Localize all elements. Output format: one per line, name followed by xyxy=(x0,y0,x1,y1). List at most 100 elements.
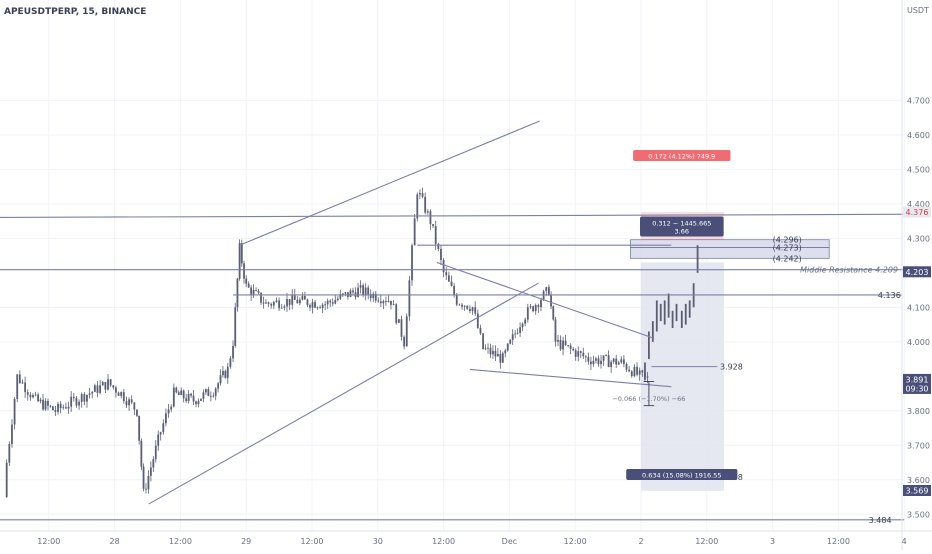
candle-body xyxy=(440,248,442,261)
trend-line xyxy=(436,261,655,339)
x-tick-label: 12:00 xyxy=(827,537,850,546)
middle-resistance-label: Middle Resistance 4.209 xyxy=(800,266,898,275)
candle-body xyxy=(663,300,666,325)
resistance-band-label: (4.296) xyxy=(773,236,802,245)
candle-body xyxy=(584,356,587,358)
y-tick-label: 4.100 xyxy=(907,303,930,312)
candle-body xyxy=(147,475,150,490)
candle-body xyxy=(554,319,557,342)
candle-body xyxy=(187,393,190,402)
candle-body xyxy=(128,399,130,406)
candle-body xyxy=(142,466,145,489)
candle-body xyxy=(411,245,413,281)
resistance-band-label: (4.273) xyxy=(773,244,802,253)
level-label: 4.136 xyxy=(878,291,901,300)
candle-body xyxy=(504,350,507,354)
y-tick-label: 4.000 xyxy=(907,338,930,347)
candle-body xyxy=(537,305,540,308)
candle-body xyxy=(405,316,408,347)
candle-body xyxy=(229,358,232,367)
price-axis-label-bg xyxy=(903,266,931,278)
price-axis-label: 4.376 xyxy=(906,208,929,217)
candle-body xyxy=(154,445,157,460)
candle-body xyxy=(524,319,527,324)
level-label: 3.928 xyxy=(720,363,743,372)
candle-body xyxy=(374,293,377,301)
grid xyxy=(0,0,905,531)
candle-body xyxy=(542,291,545,301)
candle-body xyxy=(617,362,620,365)
candle-body xyxy=(655,300,658,332)
candle-body xyxy=(364,287,367,295)
candle-body xyxy=(86,394,88,402)
candle-body xyxy=(42,399,44,410)
candle-body xyxy=(78,401,80,406)
candle-body xyxy=(309,305,311,308)
candle-body xyxy=(403,336,406,347)
candle-body xyxy=(26,392,29,395)
candle-body xyxy=(341,293,344,295)
candle-body xyxy=(260,292,262,303)
annotation-box xyxy=(626,469,738,480)
candle-body xyxy=(72,396,75,399)
candle-body xyxy=(270,303,273,306)
drawings[interactable] xyxy=(0,120,931,521)
candle-body xyxy=(625,363,628,370)
candle-body xyxy=(529,306,532,308)
y-tick-label: 3.700 xyxy=(907,441,930,450)
candle-body xyxy=(278,300,280,309)
candle-body xyxy=(112,385,115,388)
candle-body xyxy=(209,395,212,397)
annotation-text: −0.066 (−1.70%) −66 xyxy=(612,395,685,403)
candle-body xyxy=(688,300,691,318)
x-tick-label: 3 xyxy=(770,537,775,546)
time-axis[interactable]: 12:00 28 12:00 29 12:00 30 12:00 Dec 12:00 2 12:00… xyxy=(37,537,906,546)
candle-body xyxy=(419,193,421,195)
price-axis[interactable]: USDT 4.700 4.600 4.500 4.400 4.300 4.100 4.000… xyxy=(903,6,931,519)
candle-body xyxy=(646,376,649,378)
candle-body xyxy=(620,359,623,363)
candle-body xyxy=(636,366,638,375)
candle-body xyxy=(607,355,610,368)
candle-body xyxy=(5,462,8,498)
candle-body xyxy=(283,306,286,308)
candle-body xyxy=(13,398,16,425)
candle-body xyxy=(185,398,188,402)
candle-body xyxy=(109,379,112,386)
candle-body xyxy=(331,302,334,304)
candle-body xyxy=(99,385,102,393)
x-tick-label: 12:00 xyxy=(37,537,60,546)
candle-body xyxy=(39,399,42,402)
candle-body xyxy=(633,366,636,377)
candle-body xyxy=(197,400,200,405)
price-axis-label: 3.891 xyxy=(906,375,929,384)
candle-body xyxy=(54,410,57,412)
candle-body xyxy=(494,350,497,357)
axis-unit: USDT xyxy=(907,6,929,15)
y-tick-label: 3.600 xyxy=(907,476,930,485)
candle-body xyxy=(506,343,509,351)
level-label: 3.484 xyxy=(869,516,892,525)
candle-body xyxy=(18,374,21,383)
candle-body xyxy=(372,293,375,299)
candle-body xyxy=(696,245,699,273)
candle-body xyxy=(117,392,120,396)
candle-body xyxy=(21,382,24,384)
candle-body xyxy=(501,353,504,363)
candle-body xyxy=(667,293,670,318)
risk-zone xyxy=(641,262,724,491)
candle-body xyxy=(37,394,40,402)
price-axis-label-bg xyxy=(903,484,931,496)
candle-body xyxy=(684,303,687,325)
candle-body xyxy=(267,302,270,304)
candle-body xyxy=(450,281,453,286)
candle-body xyxy=(587,356,590,362)
candle-body xyxy=(521,323,524,328)
x-tick-label: 29 xyxy=(241,537,251,546)
candle-body xyxy=(280,307,283,309)
candle-body xyxy=(577,351,580,357)
candle-body xyxy=(595,358,597,361)
candle-body xyxy=(336,298,339,301)
